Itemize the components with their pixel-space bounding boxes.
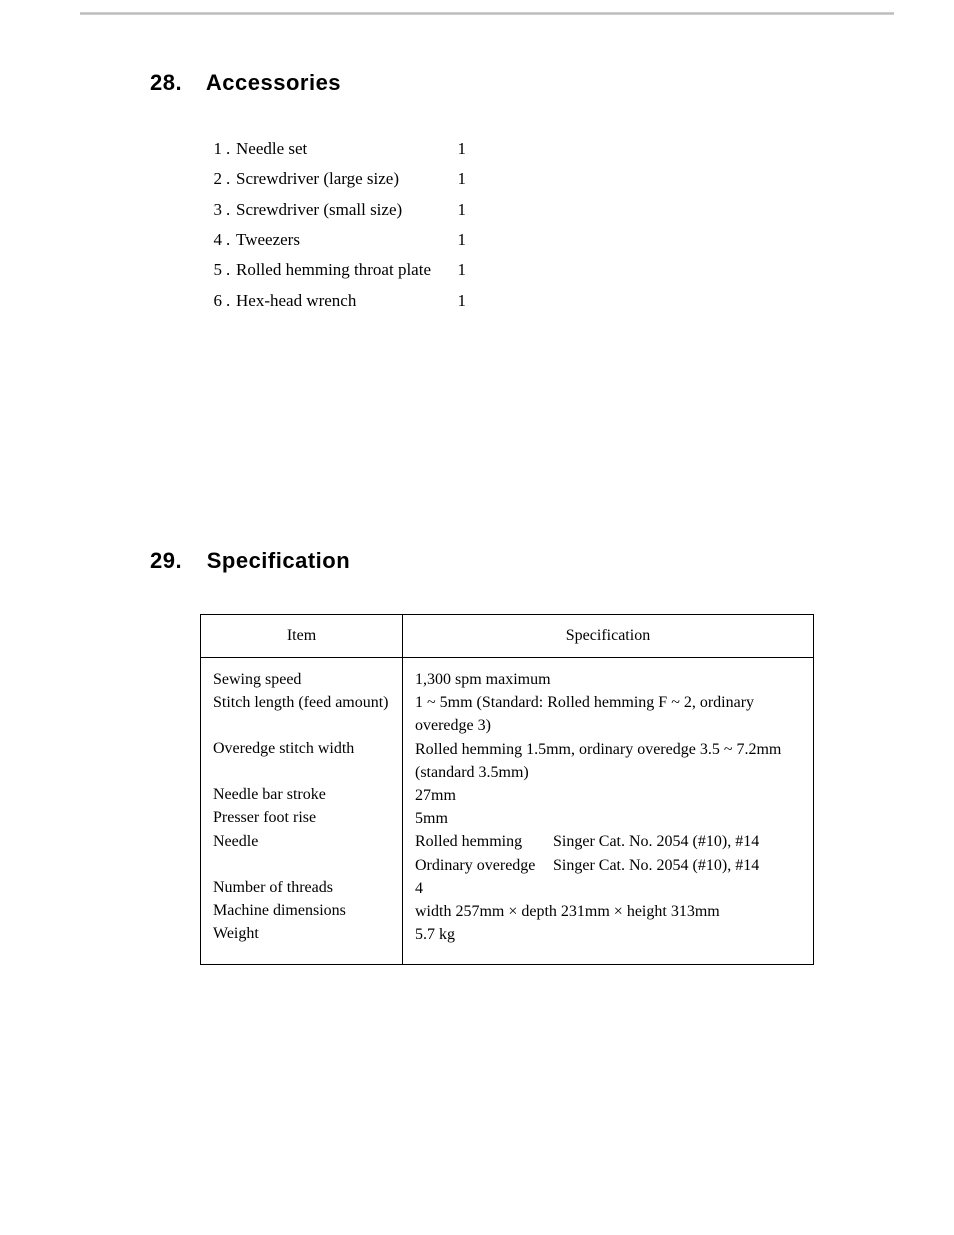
specification-table: Item Specification Sewing speed Stitch l… <box>200 614 814 965</box>
spec-item: Machine dimensions <box>213 899 394 922</box>
accessory-number: 4 <box>198 227 222 253</box>
needle-line-1: Rolled hemming Singer Cat. No. 2054 (#10… <box>415 830 805 853</box>
needle-type: Rolled hemming <box>415 830 553 853</box>
section-29-number: 29. <box>150 548 182 574</box>
accessory-number: 6 <box>198 288 222 314</box>
spec-item: Number of threads <box>213 876 394 899</box>
spec-item: Overedge stitch width <box>213 737 394 783</box>
accessory-qty: 1 <box>446 257 466 283</box>
accessory-label: Rolled hemming throat plate <box>236 257 446 283</box>
accessory-dot: . <box>226 166 236 192</box>
spec-item: Sewing speed <box>213 668 394 691</box>
accessory-dot: . <box>226 136 236 162</box>
spec-value: Rolled hemming 1.5mm, ordinary overedge … <box>415 738 805 784</box>
needle-cat: Singer Cat. No. 2054 (#10), #14 <box>553 854 805 877</box>
spec-item: Needle bar stroke <box>213 783 394 806</box>
section-28-number: 28. <box>150 70 182 96</box>
accessory-dot: . <box>226 227 236 253</box>
accessory-row: 1 . Needle set 1 <box>198 136 814 162</box>
accessory-row: 2 . Screwdriver (large size) 1 <box>198 166 814 192</box>
accessory-label: Tweezers <box>236 227 446 253</box>
accessory-number: 3 <box>198 197 222 223</box>
spec-value: 1 ~ 5mm (Standard: Rolled hemming F ~ 2,… <box>415 691 805 737</box>
section-29-title: Specification <box>207 548 350 573</box>
section-spacer <box>150 318 814 548</box>
accessory-dot: . <box>226 288 236 314</box>
needle-type: Ordinary overedge <box>415 854 553 877</box>
section-28-title: Accessories <box>206 70 341 95</box>
spec-header-spec: Specification <box>403 615 813 657</box>
accessory-number: 1 <box>198 136 222 162</box>
spec-value: 5.7 kg <box>415 923 805 946</box>
spec-value: 4 <box>415 877 805 900</box>
accessory-dot: . <box>226 257 236 283</box>
spec-value: 5mm <box>415 807 805 830</box>
spec-value-needle: Rolled hemming Singer Cat. No. 2054 (#10… <box>415 830 805 876</box>
spec-value: width 257mm × depth 231mm × height 313mm <box>415 900 805 923</box>
accessory-label: Needle set <box>236 136 446 162</box>
spec-item-column: Sewing speed Stitch length (feed amount)… <box>201 658 403 964</box>
section-28-heading: 28. Accessories <box>150 70 814 96</box>
spec-value-column: 1,300 spm maximum 1 ~ 5mm (Standard: Rol… <box>403 658 813 964</box>
needle-line-2: Ordinary overedge Singer Cat. No. 2054 (… <box>415 854 805 877</box>
spec-item: Stitch length (feed amount) <box>213 691 394 737</box>
accessory-dot: . <box>226 197 236 223</box>
accessory-label: Screwdriver (large size) <box>236 166 446 192</box>
manual-page: 28. Accessories 1 . Needle set 1 2 . Scr… <box>0 0 954 1235</box>
accessory-qty: 1 <box>446 197 466 223</box>
accessory-number: 5 <box>198 257 222 283</box>
accessory-row: 4 . Tweezers 1 <box>198 227 814 253</box>
spec-value: 27mm <box>415 784 805 807</box>
needle-cat: Singer Cat. No. 2054 (#10), #14 <box>553 830 805 853</box>
accessory-qty: 1 <box>446 288 466 314</box>
spec-table-body: Sewing speed Stitch length (feed amount)… <box>201 658 813 964</box>
accessories-list: 1 . Needle set 1 2 . Screwdriver (large … <box>198 136 814 314</box>
accessory-qty: 1 <box>446 227 466 253</box>
accessory-qty: 1 <box>446 136 466 162</box>
accessory-row: 3 . Screwdriver (small size) 1 <box>198 197 814 223</box>
accessory-row: 6 . Hex-head wrench 1 <box>198 288 814 314</box>
accessory-number: 2 <box>198 166 222 192</box>
page-content: 28. Accessories 1 . Needle set 1 2 . Scr… <box>0 0 954 965</box>
spec-header-item: Item <box>201 615 403 657</box>
accessory-row: 5 . Rolled hemming throat plate 1 <box>198 257 814 283</box>
section-29-heading: 29. Specification <box>150 548 814 574</box>
spec-table-header: Item Specification <box>201 615 813 658</box>
accessory-label: Hex-head wrench <box>236 288 446 314</box>
spec-item: Needle <box>213 830 394 876</box>
accessory-qty: 1 <box>446 166 466 192</box>
spec-item: Weight <box>213 922 394 945</box>
accessory-label: Screwdriver (small size) <box>236 197 446 223</box>
spec-value: 1,300 spm maximum <box>415 668 805 691</box>
spec-item: Presser foot rise <box>213 806 394 829</box>
